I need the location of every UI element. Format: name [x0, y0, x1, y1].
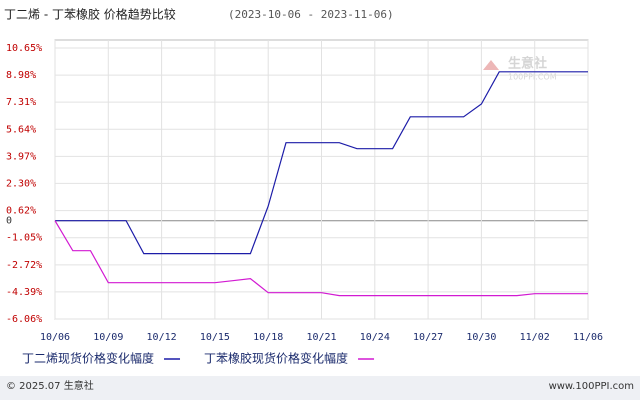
y-tick-label: 2.30% — [6, 178, 36, 189]
x-tick-label: 10/15 — [200, 332, 230, 343]
chart-subtitle: (2023-10-06 - 2023-11-06) — [228, 8, 394, 21]
x-tick-label: 10/18 — [253, 332, 283, 343]
x-tick-label: 10/24 — [360, 332, 390, 343]
y-tick-label: -4.39% — [6, 287, 42, 298]
x-tick-label: 11/06 — [573, 332, 603, 343]
y-tick-label: -2.72% — [6, 260, 42, 271]
legend-label: 丁苯橡胶现货价格变化幅度 — [204, 351, 348, 366]
x-tick-label: 10/12 — [147, 332, 177, 343]
y-tick-label: 0 — [6, 216, 12, 227]
legend-label: 丁二烯现货价格变化幅度 — [22, 351, 154, 366]
y-tick-label: 5.64% — [6, 124, 36, 135]
footer-band — [0, 376, 640, 400]
y-tick-label: 3.97% — [6, 151, 36, 162]
y-tick-label: 10.65% — [6, 43, 42, 54]
x-tick-label: 10/27 — [413, 332, 443, 343]
x-tick-label: 11/02 — [520, 332, 550, 343]
watermark-name: 生意社 — [508, 56, 547, 72]
watermark-logo — [483, 60, 499, 70]
x-tick-label: 10/21 — [306, 332, 336, 343]
y-tick-label: -6.06% — [6, 314, 42, 325]
x-tick-label: 10/09 — [93, 332, 123, 343]
footer-right: www.100PPI.com — [549, 381, 634, 392]
x-tick-label: 10/06 — [40, 332, 70, 343]
watermark: 生意社 100PPI.COM — [483, 56, 557, 82]
footer-left: © 2025.07 生意社 — [6, 379, 94, 392]
series-line — [55, 71, 588, 255]
y-tick-label: 0.62% — [6, 206, 36, 217]
watermark-site: 100PPI.COM — [508, 73, 557, 82]
chart-title: 丁二烯 - 丁苯橡胶 价格趋势比较 — [4, 7, 176, 22]
y-tick-label: 8.98% — [6, 70, 36, 81]
y-tick-label: 7.31% — [6, 97, 36, 108]
y-tick-label: -1.05% — [6, 233, 42, 244]
x-tick-label: 10/30 — [466, 332, 496, 343]
series-line — [54, 220, 588, 297]
